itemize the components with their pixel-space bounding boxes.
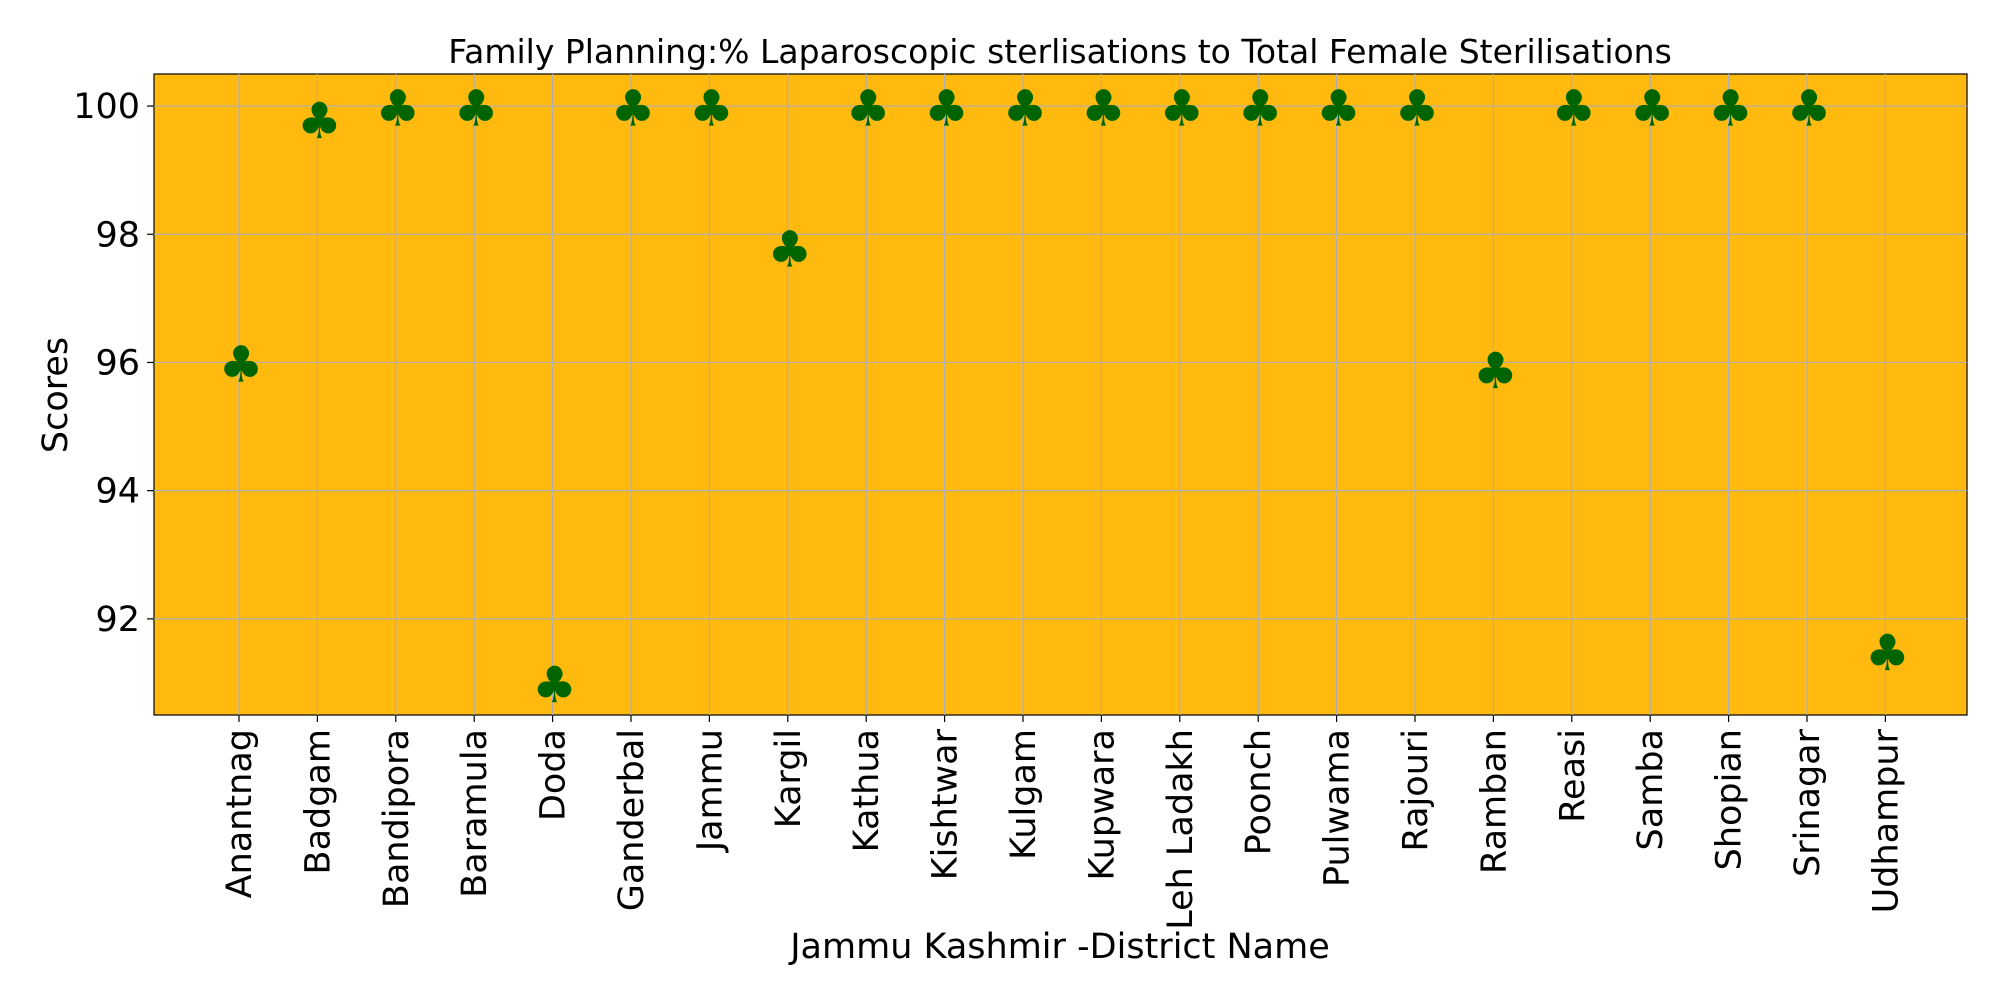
x-tick-label: Kathua	[847, 729, 887, 852]
data-point: ♣	[532, 656, 577, 714]
x-tick-label: Ganderbal	[612, 729, 652, 911]
data-point: ♣	[1551, 79, 1596, 137]
x-tick-label: Reasi	[1553, 729, 1593, 823]
x-tick-label: Srinagar	[1788, 728, 1828, 877]
x-tick-label: Badgam	[298, 729, 338, 874]
x-tick-label: Poonch	[1239, 729, 1279, 855]
data-point: ♣	[1395, 79, 1440, 137]
x-axis-label: Jammu Kashmir -District Name	[788, 927, 1330, 967]
data-point: ♣	[767, 220, 812, 278]
data-point: ♣	[1316, 79, 1361, 137]
x-tick-label: Ramban	[1474, 729, 1514, 874]
x-tick-label: Samba	[1631, 729, 1671, 850]
data-point: ♣	[375, 79, 420, 137]
data-point: ♣	[1708, 79, 1753, 137]
x-tick-label: Kargil	[769, 729, 809, 828]
x-tick-label: Jammu	[690, 729, 730, 853]
data-markers: ♣ ♣ ♣ ♣ ♣ ♣ ♣ ♣ ♣ ♣ ♣ ♣ ♣ ♣ ♣ ♣ ♣ ♣ ♣ ♣ ♣ ♣	[219, 79, 1910, 714]
x-tick-label: Baramula	[455, 729, 495, 898]
data-point: ♣	[1003, 79, 1048, 137]
data-point: ♣	[219, 336, 264, 394]
y-tick-label: 100	[73, 87, 140, 127]
grid-lines	[154, 74, 1967, 715]
data-point: ♣	[454, 79, 499, 137]
y-axis-ticks: 92 94 96 98 100	[73, 87, 154, 640]
data-point: ♣	[1865, 624, 1910, 682]
x-tick-label: Leh Ladakh	[1161, 729, 1201, 930]
y-tick-label: 96	[95, 343, 140, 383]
data-point: ♣	[846, 79, 891, 137]
data-point: ♣	[1630, 79, 1675, 137]
x-tick-label: Pulwama	[1318, 729, 1358, 887]
x-tick-label: Shopian	[1710, 729, 1750, 870]
data-point: ♣	[611, 79, 656, 137]
x-tick-label: Udhampur	[1866, 728, 1906, 913]
data-point: ♣	[297, 92, 342, 150]
data-point: ♣	[1787, 79, 1832, 137]
x-axis-ticks: Anantnag Badgam Bandipora Baramula Doda Gande…	[220, 715, 1906, 930]
plot-area	[153, 73, 1968, 716]
x-tick-label: Anantnag	[220, 729, 260, 898]
y-axis-label: Scores	[36, 337, 76, 453]
x-tick-label: Doda	[534, 729, 574, 821]
x-tick-label: Kulgam	[1004, 729, 1044, 860]
y-tick-label: 94	[95, 472, 140, 512]
data-point: ♣	[924, 79, 969, 137]
data-point: ♣	[1159, 79, 1204, 137]
data-point: ♣	[1473, 342, 1518, 400]
y-tick-label: 98	[95, 215, 140, 255]
y-tick-label: 92	[95, 600, 140, 640]
data-point: ♣	[1081, 79, 1126, 137]
x-tick-label: Kupwara	[1082, 729, 1122, 881]
data-point: ♣	[689, 79, 734, 137]
chart-title: Family Planning:% Laparoscopic sterlisat…	[448, 32, 1672, 71]
x-tick-label: Kishtwar	[926, 728, 966, 880]
data-point: ♣	[1238, 79, 1283, 137]
x-tick-label: Bandipora	[377, 729, 417, 908]
x-tick-label: Rajouri	[1396, 729, 1436, 851]
